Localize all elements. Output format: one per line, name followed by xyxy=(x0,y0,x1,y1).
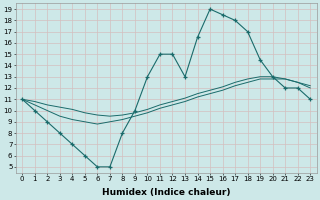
X-axis label: Humidex (Indice chaleur): Humidex (Indice chaleur) xyxy=(102,188,230,197)
